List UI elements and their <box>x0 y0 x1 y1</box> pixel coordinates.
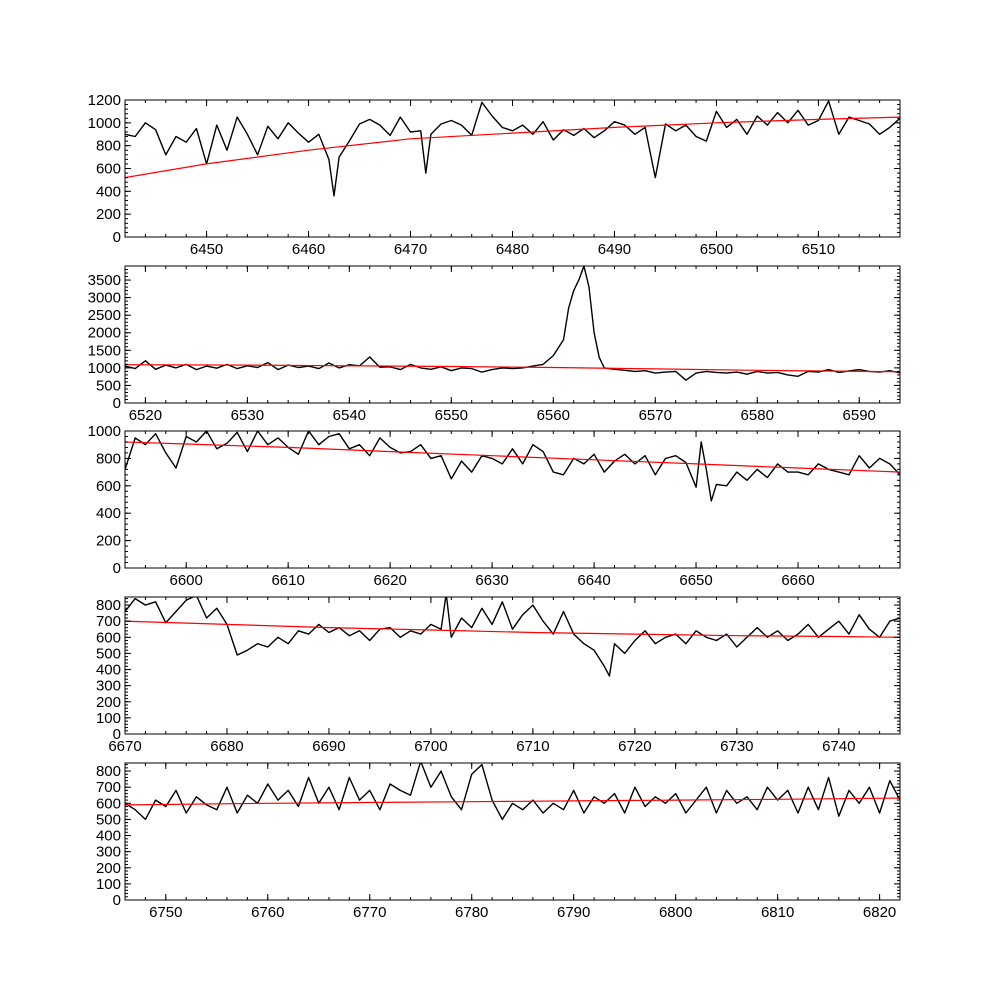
x-tick-label: 6510 <box>802 241 835 258</box>
x-tick-label: 6610 <box>271 572 304 589</box>
y-tick-label: 1000 <box>88 115 121 132</box>
x-tick-label: 6680 <box>210 738 243 755</box>
y-tick-label: 400 <box>96 183 121 200</box>
y-tick-label: 800 <box>96 450 121 467</box>
x-tick-label: 6810 <box>761 904 794 921</box>
x-tick-label: 6750 <box>149 904 182 921</box>
y-tick-label: 700 <box>96 613 121 630</box>
y-tick-label: 0 <box>113 726 121 743</box>
x-tick-label: 6630 <box>475 572 508 589</box>
x-tick-label: 6570 <box>639 407 672 424</box>
x-tick-label: 6490 <box>598 241 631 258</box>
y-tick-label: 800 <box>96 138 121 155</box>
x-tick-label: 6820 <box>863 904 896 921</box>
y-tick-label: 2000 <box>88 325 121 342</box>
y-tick-label: 200 <box>96 533 121 550</box>
y-tick-label: 400 <box>96 662 121 679</box>
x-tick-label: 6480 <box>496 241 529 258</box>
y-tick-label: 400 <box>96 505 121 522</box>
y-tick-label: 0 <box>113 892 121 909</box>
y-tick-label: 600 <box>96 629 121 646</box>
x-tick-label: 6790 <box>557 904 590 921</box>
continuum-line <box>125 116 900 179</box>
spectrum-line <box>125 763 900 821</box>
x-tick-label: 6660 <box>781 572 814 589</box>
spectrum-line <box>125 100 900 197</box>
x-tick-label: 6580 <box>741 407 774 424</box>
y-tick-label: 200 <box>96 860 121 877</box>
y-tick-label: 1000 <box>88 360 121 377</box>
panel-1: 6450 6460 6470 6480 6490 6500 6510 0 200 400 600 80… <box>88 92 901 258</box>
y-tick-label: 500 <box>96 377 121 394</box>
y-tick-label: 600 <box>96 161 121 178</box>
y-tick-label: 100 <box>96 876 121 893</box>
x-tick-label: 6690 <box>312 738 345 755</box>
y-tick-label: 1200 <box>88 92 121 109</box>
continuum-line <box>125 441 900 473</box>
y-tick-label: 300 <box>96 844 121 861</box>
panel-5: 6750 6760 6770 6780 6790 6800 6810 6820 01002003… <box>96 762 901 921</box>
x-tick-label: 6450 <box>190 241 223 258</box>
x-tick-label: 6500 <box>700 241 733 258</box>
y-tick-label: 600 <box>96 478 121 495</box>
y-tick-label: 100 <box>96 710 121 727</box>
plot-frame <box>124 596 901 735</box>
x-tick-label: 6650 <box>679 572 712 589</box>
continuum-line <box>125 797 900 806</box>
y-tick-label: 300 <box>96 678 121 695</box>
plot-frame <box>124 430 901 569</box>
spectrum-line <box>125 266 900 381</box>
x-tick-label: 6590 <box>843 407 876 424</box>
x-tick-label: 6780 <box>455 904 488 921</box>
x-tick-label: 6740 <box>822 738 855 755</box>
x-tick-label: 6620 <box>373 572 406 589</box>
y-tick-label: 800 <box>96 763 121 780</box>
x-tick-label: 6800 <box>659 904 692 921</box>
panel-3: 6600 6610 6620 6630 6640 6650 6660 0 200 400 600 80… <box>88 423 901 589</box>
y-tick-label: 1500 <box>88 342 121 359</box>
continuum-line <box>125 620 900 638</box>
x-tick-label: 6550 <box>435 407 468 424</box>
plot-frame <box>124 762 901 901</box>
spectrum-line <box>125 431 900 502</box>
y-tick-label: 3500 <box>88 272 121 289</box>
x-tick-label: 6560 <box>537 407 570 424</box>
y-tick-label: 2500 <box>88 307 121 324</box>
x-tick-label: 6540 <box>333 407 366 424</box>
y-tick-label: 0 <box>113 560 121 577</box>
x-tick-label: 6700 <box>414 738 447 755</box>
y-tick-label: 700 <box>96 779 121 796</box>
y-tick-label: 1000 <box>88 423 121 440</box>
y-tick-label: 600 <box>96 795 121 812</box>
x-tick-label: 6520 <box>129 407 162 424</box>
x-tick-label: 6470 <box>394 241 427 258</box>
x-tick-label: 6640 <box>577 572 610 589</box>
x-tick-label: 6460 <box>292 241 325 258</box>
y-tick-label: 400 <box>96 828 121 845</box>
y-tick-label: 0 <box>113 229 121 246</box>
x-tick-label: 6670 <box>108 738 141 755</box>
y-tick-label: 200 <box>96 694 121 711</box>
spectrum-line <box>125 597 900 677</box>
x-tick-label: 6760 <box>251 904 284 921</box>
y-tick-label: 500 <box>96 645 121 662</box>
y-tick-label: 0 <box>113 395 121 412</box>
y-tick-label: 200 <box>96 206 121 223</box>
x-tick-label: 6530 <box>231 407 264 424</box>
y-tick-label: 800 <box>96 597 121 614</box>
y-tick-label: 3000 <box>88 290 121 307</box>
y-tick-label: 500 <box>96 811 121 828</box>
x-tick-label: 6730 <box>720 738 753 755</box>
x-tick-label: 6770 <box>353 904 386 921</box>
panel-4: 6670 6680 6690 6700 6710 6720 6730 6740 01002003… <box>96 596 901 755</box>
continuum-line <box>125 364 900 373</box>
x-tick-label: 6720 <box>618 738 651 755</box>
x-tick-label: 6710 <box>516 738 549 755</box>
panel-2: 6520 6530 6540 6550 6560 6570 6580 6590 05001000… <box>88 265 901 424</box>
plot-frame <box>124 265 901 404</box>
x-tick-label: 6600 <box>169 572 202 589</box>
